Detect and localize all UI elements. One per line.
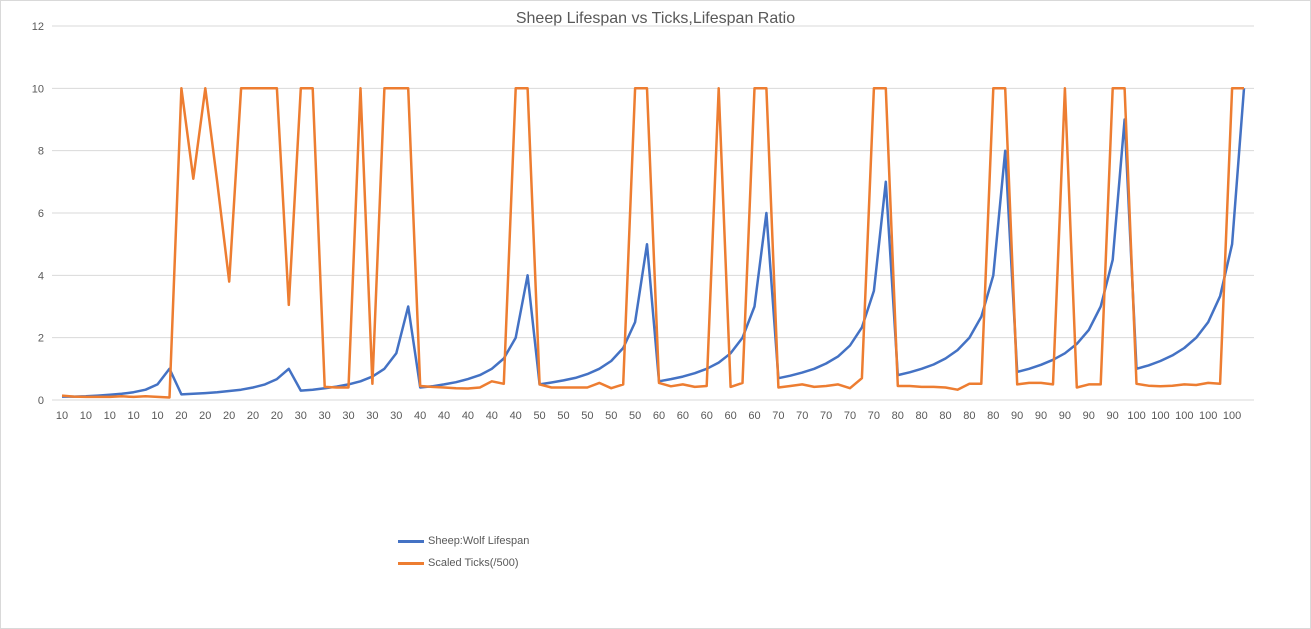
- x-tick-label: 40: [438, 410, 450, 422]
- x-tick-label: 40: [510, 410, 522, 422]
- x-tick-label: 100: [1199, 410, 1217, 422]
- x-tick-label: 10: [104, 410, 116, 422]
- x-tick-label: 100: [1175, 410, 1193, 422]
- x-tick-label: 80: [892, 410, 904, 422]
- x-tick-label: 60: [748, 410, 760, 422]
- x-tick-label: 40: [462, 410, 474, 422]
- x-tick-label: 50: [557, 410, 569, 422]
- y-tick-label: 4: [38, 270, 44, 282]
- x-tick-label: 50: [629, 410, 641, 422]
- x-tick-label: 70: [820, 410, 832, 422]
- x-tick-label: 30: [295, 410, 307, 422]
- x-tick-label: 20: [199, 410, 211, 422]
- x-tick-label: 60: [677, 410, 689, 422]
- x-tick-label: 100: [1223, 410, 1241, 422]
- x-tick-label: 100: [1151, 410, 1169, 422]
- x-tick-label: 30: [342, 410, 354, 422]
- x-tick-label: 70: [772, 410, 784, 422]
- x-tick-label: 90: [1035, 410, 1047, 422]
- x-tick-label: 50: [605, 410, 617, 422]
- legend: Sheep:Wolf Lifespan Scaled Ticks(/500): [398, 530, 529, 574]
- x-tick-label: 40: [414, 410, 426, 422]
- legend-label: Sheep:Wolf Lifespan: [428, 535, 530, 547]
- x-tick-label: 60: [653, 410, 665, 422]
- x-tick-label: 90: [1107, 410, 1119, 422]
- series-line-1: [61, 87, 1244, 399]
- y-tick-label: 10: [32, 83, 44, 95]
- series-lines: [61, 87, 1246, 399]
- x-tick-label: 80: [987, 410, 999, 422]
- x-tick-label: 30: [319, 410, 331, 422]
- x-tick-label: 10: [151, 410, 163, 422]
- y-tick-label: 12: [32, 21, 44, 33]
- x-tick-label: 20: [271, 410, 283, 422]
- y-tick-label: 2: [38, 333, 44, 345]
- x-tick-label: 10: [80, 410, 92, 422]
- x-tick-label: 10: [128, 410, 140, 422]
- legend-item-sheep-wolf: Sheep:Wolf Lifespan: [398, 530, 529, 552]
- chart-title: Sheep Lifespan vs Ticks,Lifespan Ratio: [515, 10, 796, 27]
- x-tick-label: 20: [175, 410, 187, 422]
- x-tick-label: 80: [939, 410, 951, 422]
- x-tick-label: 60: [701, 410, 713, 422]
- x-tick-label: 70: [796, 410, 808, 422]
- x-tick-label: 90: [1083, 410, 1095, 422]
- legend-label: Scaled Ticks(/500): [428, 557, 519, 569]
- legend-item-scaled-ticks: Scaled Ticks(/500): [398, 552, 529, 574]
- x-tick-label: 80: [963, 410, 975, 422]
- x-tick-label: 70: [844, 410, 856, 422]
- y-tick-label: 0: [38, 395, 44, 407]
- x-tick-label: 60: [724, 410, 736, 422]
- x-tick-label: 20: [223, 410, 235, 422]
- x-tick-label: 50: [581, 410, 593, 422]
- x-tick-label: 20: [247, 410, 259, 422]
- series-line-0: [62, 88, 1246, 398]
- x-tick-label: 90: [1059, 410, 1071, 422]
- x-axis-ticks: 10 10 10 10 10 20 20 20 20 20 30 30 30 30 30 40 40 40 40 40…: [56, 410, 1241, 422]
- x-tick-label: 10: [56, 410, 68, 422]
- x-tick-label: 30: [366, 410, 378, 422]
- y-axis-ticks: 0 2 4 6 8 10 12: [32, 21, 44, 407]
- x-tick-label: 80: [916, 410, 928, 422]
- x-tick-label: 50: [533, 410, 545, 422]
- x-tick-label: 30: [390, 410, 402, 422]
- y-tick-label: 6: [38, 208, 44, 220]
- x-tick-label: 90: [1011, 410, 1023, 422]
- legend-swatch: [398, 561, 424, 565]
- legend-swatch: [398, 539, 424, 543]
- y-tick-label: 8: [38, 146, 44, 158]
- x-tick-label: 70: [868, 410, 880, 422]
- x-tick-label: 100: [1127, 410, 1145, 422]
- x-tick-label: 40: [486, 410, 498, 422]
